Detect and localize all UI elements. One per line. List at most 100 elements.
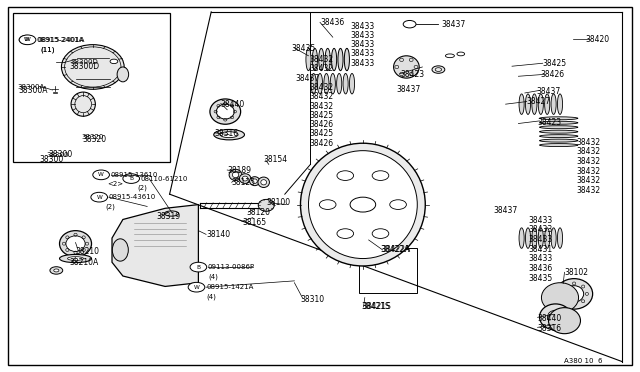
- Ellipse shape: [540, 144, 578, 147]
- Text: 38300: 38300: [47, 152, 69, 158]
- Text: 38189: 38189: [227, 166, 251, 174]
- Ellipse shape: [457, 52, 465, 56]
- Ellipse shape: [258, 177, 269, 187]
- Ellipse shape: [541, 283, 579, 312]
- Ellipse shape: [261, 180, 267, 185]
- Text: 38316: 38316: [538, 324, 562, 333]
- Ellipse shape: [229, 169, 242, 180]
- Ellipse shape: [68, 257, 83, 260]
- Text: (11): (11): [40, 47, 55, 54]
- Ellipse shape: [301, 143, 425, 266]
- Text: 38432: 38432: [309, 92, 333, 101]
- Ellipse shape: [548, 308, 580, 334]
- Text: 09113-0086P: 09113-0086P: [208, 264, 255, 270]
- Bar: [13, 13, 170, 162]
- Text: 38437: 38437: [397, 85, 421, 94]
- Ellipse shape: [306, 48, 311, 71]
- Text: 38437: 38437: [442, 20, 466, 29]
- Ellipse shape: [311, 73, 316, 94]
- Text: 38154: 38154: [263, 155, 287, 164]
- Text: 38432: 38432: [576, 157, 600, 166]
- Text: 38422A: 38422A: [381, 246, 410, 254]
- Text: 38432: 38432: [309, 102, 333, 110]
- Text: 38421S: 38421S: [362, 302, 390, 311]
- Text: 38210A: 38210A: [69, 258, 99, 267]
- Text: 38426: 38426: [309, 139, 333, 148]
- Ellipse shape: [394, 56, 419, 78]
- Text: 38432: 38432: [576, 176, 600, 185]
- Text: 38319: 38319: [157, 212, 181, 221]
- Text: 38436: 38436: [528, 264, 552, 273]
- Text: W: W: [97, 195, 102, 200]
- Ellipse shape: [243, 176, 248, 181]
- Text: 38165: 38165: [242, 218, 266, 227]
- Circle shape: [19, 35, 35, 44]
- Text: 38423: 38423: [538, 118, 562, 126]
- Text: 38433: 38433: [528, 254, 552, 263]
- Ellipse shape: [337, 73, 342, 94]
- Ellipse shape: [210, 99, 241, 124]
- Ellipse shape: [557, 228, 563, 248]
- Text: 08110-61210: 08110-61210: [141, 176, 188, 182]
- Text: 38437: 38437: [493, 206, 518, 215]
- Text: 38426: 38426: [541, 70, 565, 79]
- Ellipse shape: [545, 228, 550, 248]
- Ellipse shape: [312, 48, 317, 71]
- Circle shape: [190, 262, 207, 272]
- Circle shape: [372, 229, 388, 238]
- Text: 38210: 38210: [76, 247, 100, 256]
- Ellipse shape: [445, 54, 454, 58]
- Text: A380 10  6: A380 10 6: [564, 358, 603, 364]
- Ellipse shape: [540, 135, 578, 138]
- Text: 38320: 38320: [82, 135, 106, 144]
- Text: 38433: 38433: [351, 31, 375, 40]
- Text: 38432: 38432: [309, 55, 333, 64]
- Ellipse shape: [551, 228, 556, 248]
- Ellipse shape: [344, 48, 349, 71]
- Text: 38433: 38433: [351, 49, 375, 58]
- Text: 38432: 38432: [576, 147, 600, 156]
- Text: (11): (11): [40, 46, 55, 53]
- Ellipse shape: [250, 177, 260, 186]
- Ellipse shape: [308, 151, 417, 259]
- Ellipse shape: [525, 94, 531, 115]
- Ellipse shape: [548, 310, 564, 324]
- Text: 38432: 38432: [309, 83, 333, 92]
- Circle shape: [93, 170, 109, 180]
- Text: 38125: 38125: [231, 178, 255, 187]
- Text: 38432: 38432: [576, 167, 600, 176]
- Ellipse shape: [532, 228, 537, 248]
- Text: 08915-43610: 08915-43610: [109, 194, 156, 200]
- Text: (4): (4): [206, 293, 216, 300]
- Ellipse shape: [540, 117, 578, 120]
- Circle shape: [337, 171, 353, 180]
- Ellipse shape: [66, 236, 85, 251]
- Text: 38320: 38320: [82, 134, 104, 140]
- Ellipse shape: [519, 94, 524, 115]
- Circle shape: [54, 269, 59, 272]
- Ellipse shape: [540, 126, 578, 129]
- Ellipse shape: [252, 179, 257, 183]
- Text: 38437: 38437: [295, 74, 319, 83]
- Ellipse shape: [60, 231, 92, 257]
- Circle shape: [123, 174, 140, 183]
- Ellipse shape: [545, 94, 550, 115]
- Text: 38102: 38102: [564, 268, 589, 277]
- Ellipse shape: [61, 45, 124, 89]
- Text: 38431: 38431: [528, 245, 552, 254]
- Text: <2>: <2>: [108, 181, 124, 187]
- Circle shape: [432, 66, 445, 73]
- Ellipse shape: [330, 73, 335, 94]
- Text: 38421S: 38421S: [363, 302, 392, 311]
- Text: 38316: 38316: [214, 129, 239, 138]
- Ellipse shape: [540, 130, 578, 133]
- Text: (2): (2): [106, 203, 115, 210]
- Ellipse shape: [538, 228, 543, 248]
- Text: W: W: [194, 285, 199, 290]
- Text: W: W: [24, 37, 29, 42]
- Ellipse shape: [540, 121, 578, 124]
- Text: 38433: 38433: [351, 40, 375, 49]
- Text: 08915-2401A: 08915-2401A: [36, 37, 84, 43]
- Text: B: B: [196, 264, 200, 270]
- Circle shape: [319, 200, 336, 209]
